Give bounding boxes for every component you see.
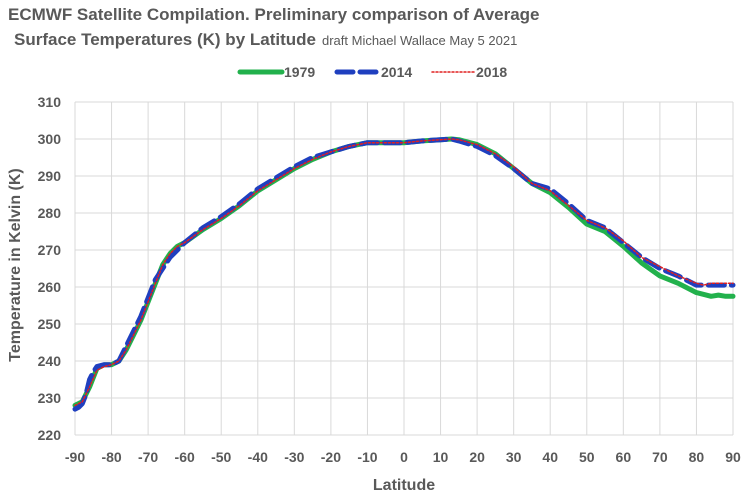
y-tick-label: 220 — [38, 427, 62, 443]
chart-subtitle: draft Michael Wallace May 5 2021 — [322, 33, 517, 48]
x-tick-label: 90 — [725, 449, 741, 465]
x-tick-label: -50 — [211, 449, 231, 465]
y-tick-label: 240 — [38, 353, 62, 369]
y-tick-label: 290 — [38, 168, 62, 184]
legend-label-1979: 1979 — [284, 64, 315, 80]
series-lines — [72, 136, 736, 412]
legend: 1979 2014 2018 — [237, 64, 507, 80]
x-axis-ticks: -90 -80 -70 -60 -50 -40 -30 -20 -10 0 10 20 30 40 50 60… — [65, 449, 741, 465]
x-tick-label: -80 — [101, 449, 121, 465]
y-tick-label: 280 — [38, 205, 62, 221]
x-tick-label: -60 — [175, 449, 195, 465]
y-tick-label: 270 — [38, 242, 62, 258]
chart-title-line1: ECMWF Satellite Compilation. Preliminary… — [8, 5, 540, 24]
y-tick-label: 250 — [38, 316, 62, 332]
y-tick-label: 310 — [38, 94, 62, 110]
x-tick-label: -70 — [138, 449, 158, 465]
chart-title-line2-main: Surface Temperatures (K) by Latitude — [14, 30, 316, 49]
y-tick-label: 260 — [38, 279, 62, 295]
x-tick-label: 60 — [616, 449, 632, 465]
x-tick-label: -10 — [357, 449, 377, 465]
x-tick-label: 10 — [433, 449, 449, 465]
x-tick-label: 40 — [542, 449, 558, 465]
x-tick-label: 80 — [689, 449, 705, 465]
x-tick-label: 20 — [469, 449, 485, 465]
x-tick-label: -30 — [284, 449, 304, 465]
legend-label-2014: 2014 — [381, 64, 412, 80]
chart-title-line2: Surface Temperatures (K) by Latitude draf… — [14, 30, 517, 49]
legend-label-2018: 2018 — [476, 64, 507, 80]
x-tick-label: -20 — [321, 449, 341, 465]
gridlines — [74, 101, 734, 436]
y-tick-label: 300 — [38, 131, 62, 147]
x-tick-label: 50 — [579, 449, 595, 465]
x-axis-label: Latitude — [373, 477, 435, 494]
y-axis-label: Temperature in Kelvin (K) — [7, 168, 24, 362]
series-line-2018 — [74, 138, 734, 407]
x-tick-label: -40 — [248, 449, 268, 465]
x-tick-label: 70 — [652, 449, 668, 465]
x-tick-label: 30 — [506, 449, 522, 465]
x-tick-label: -90 — [65, 449, 85, 465]
x-tick-label: 0 — [400, 449, 408, 465]
y-tick-label: 230 — [38, 390, 62, 406]
y-axis-ticks: 220 230 240 250 260 270 280 290 300 310 — [38, 94, 62, 443]
